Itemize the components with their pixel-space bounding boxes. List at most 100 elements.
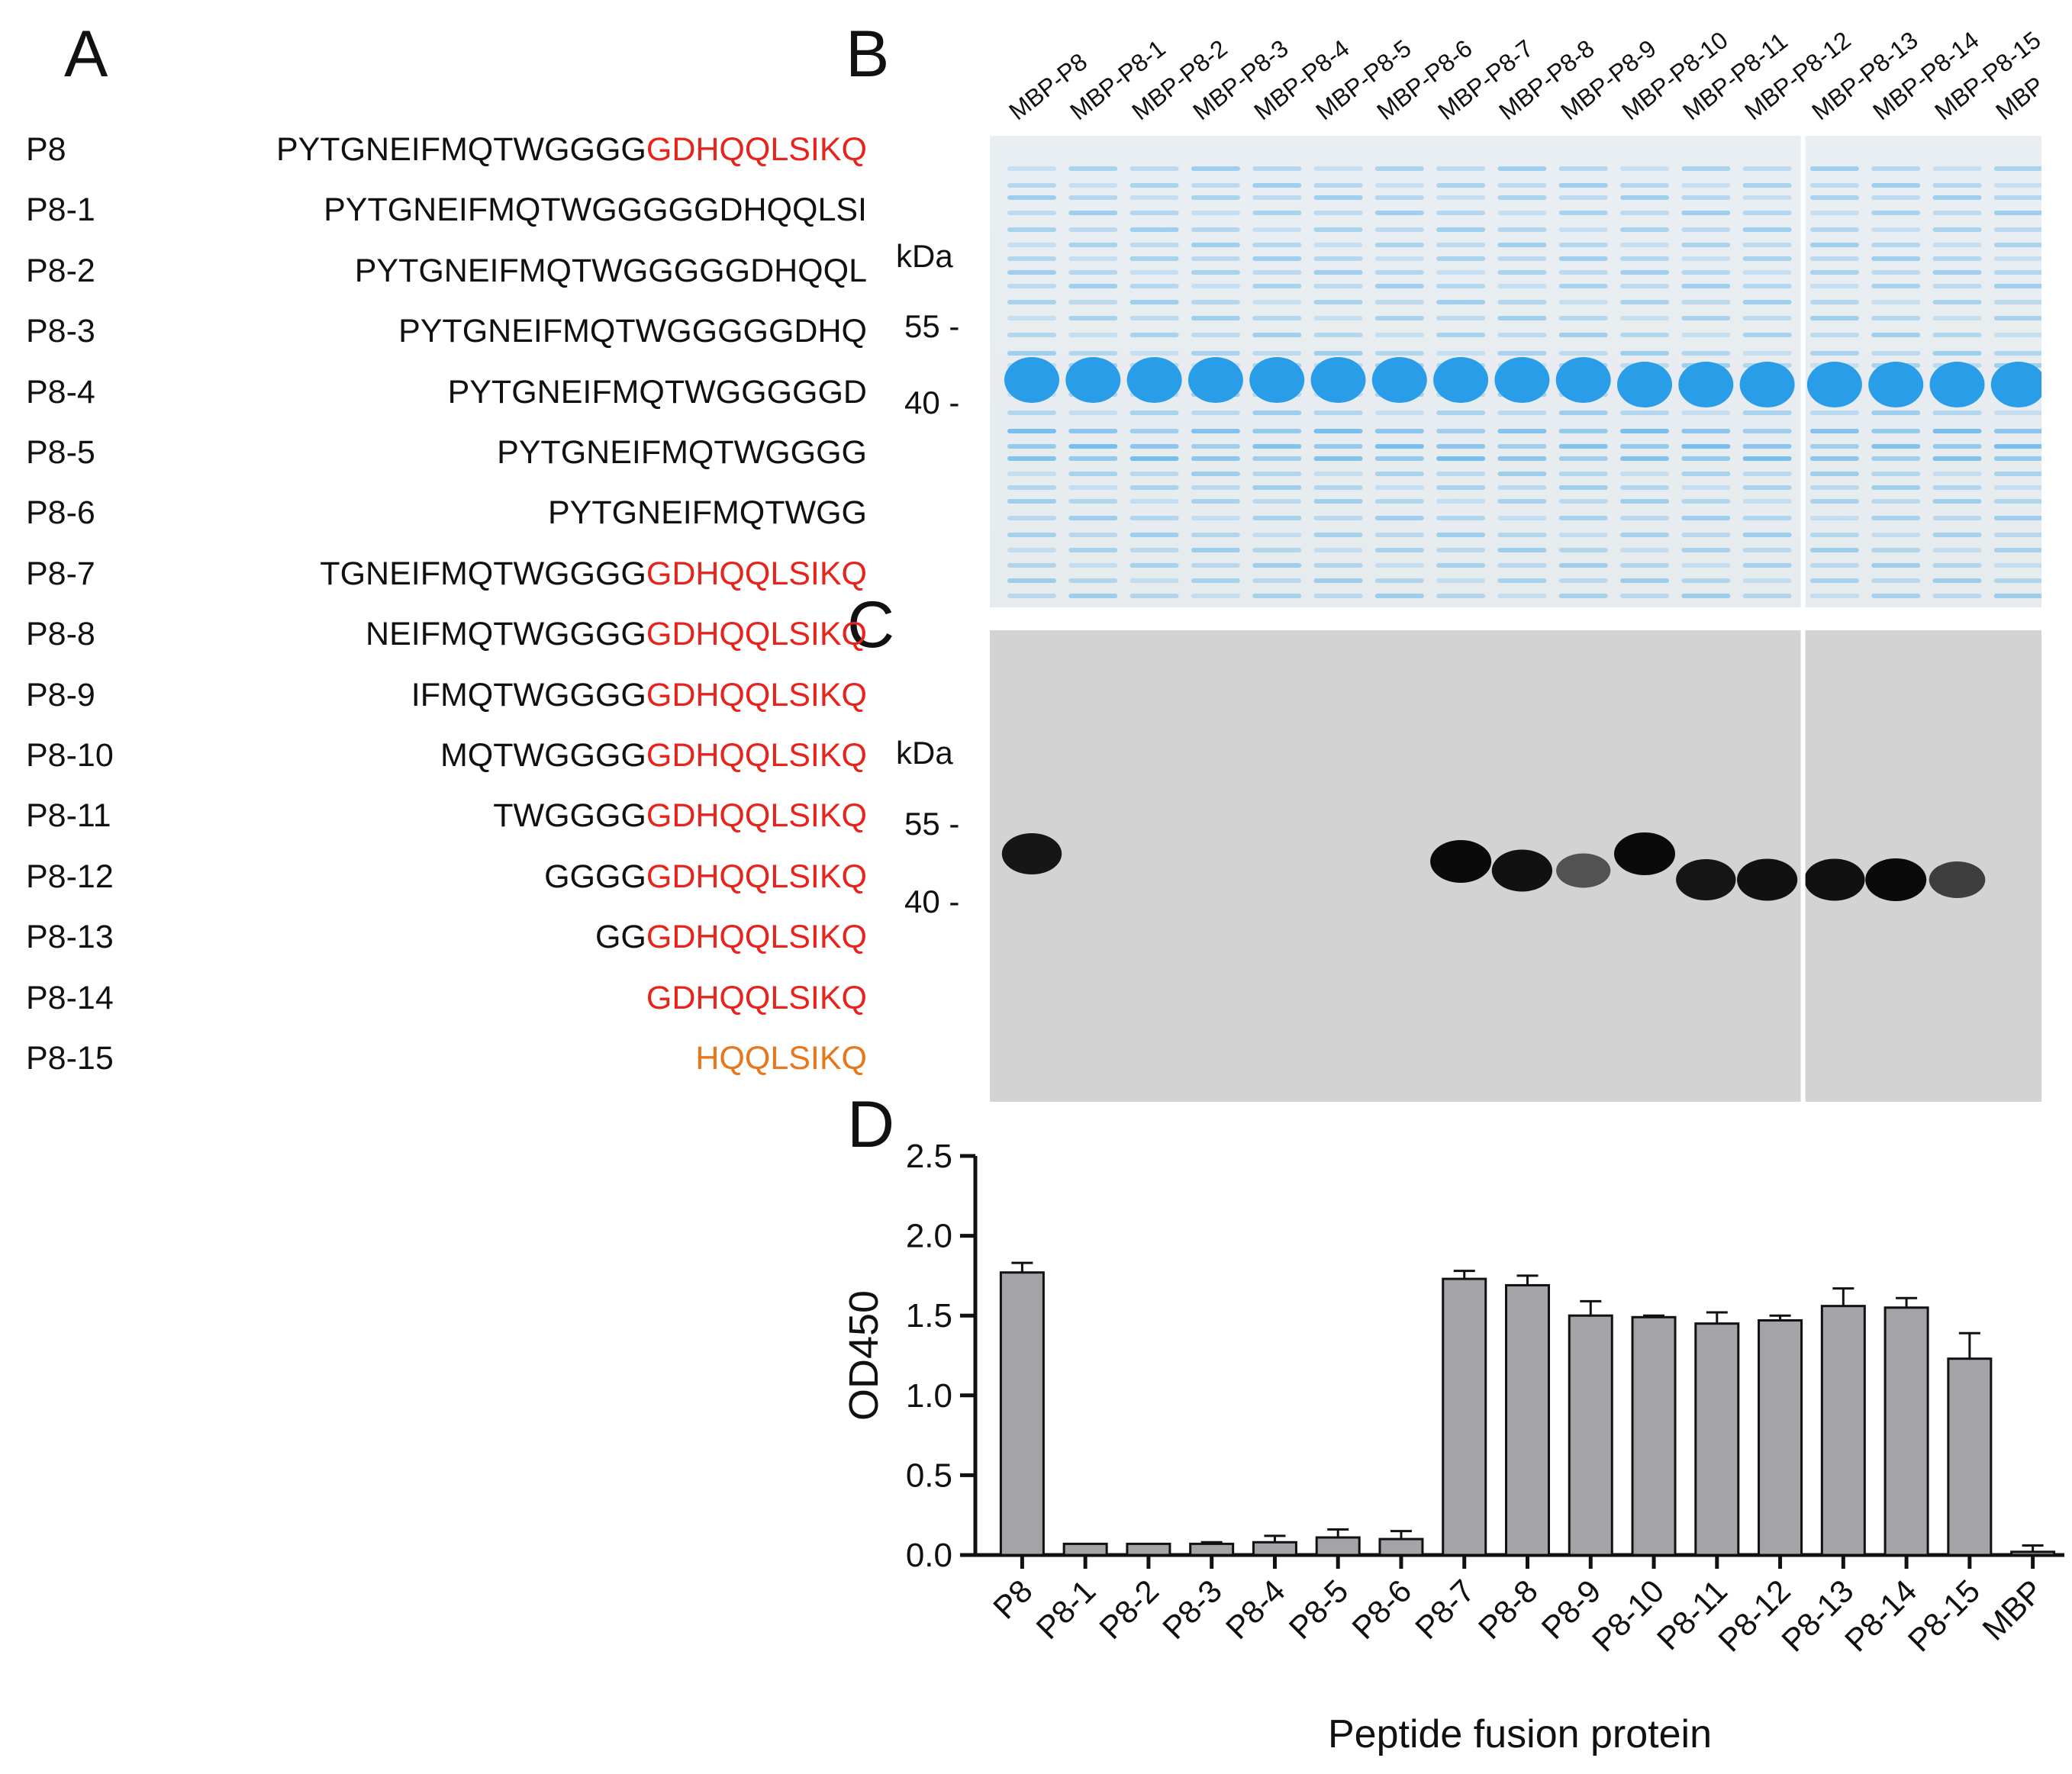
peptide-name: P8 [26, 131, 66, 168]
coomassie-minor-band [1558, 316, 1608, 320]
coomassie-minor-band [1313, 444, 1363, 449]
coomassie-minor-band [1809, 211, 1859, 215]
coomassie-minor-band [1681, 516, 1731, 520]
coomassie-main-band [1990, 362, 2041, 407]
coomassie-minor-band [1191, 351, 1240, 356]
coomassie-minor-band [1497, 227, 1547, 232]
coomassie-minor-band [1742, 548, 1792, 552]
peptide-name: P8-5 [26, 434, 95, 471]
coomassie-minor-band [1620, 410, 1669, 415]
coomassie-minor-band [1436, 594, 1486, 598]
coomassie-minor-band [1007, 351, 1056, 356]
coomassie-minor-band [1558, 429, 1608, 433]
coomassie-main-band [1187, 357, 1243, 403]
coomassie-minor-band [1436, 256, 1486, 261]
coomassie-minor-band [1068, 166, 1118, 171]
peptide-sequence: NEIFMQTWGGGGGDHQQLSIKQ [168, 611, 867, 657]
coomassie-minor-band [1497, 533, 1547, 537]
coomassie-minor-band [1191, 548, 1240, 552]
coomassie-minor-band [1252, 548, 1302, 552]
coomassie-minor-band [1191, 243, 1240, 247]
coomassie-lane [1126, 166, 1182, 598]
coomassie-minor-band [1932, 270, 1982, 275]
coomassie-minor-band [1993, 227, 2041, 232]
coomassie-minor-band [1252, 270, 1302, 275]
sequence-part-black: GG [595, 919, 646, 956]
coomassie-minor-band [1742, 183, 1792, 188]
coomassie-minor-band [1681, 533, 1731, 537]
coomassie-minor-band [1809, 270, 1859, 275]
coomassie-minor-band [1809, 351, 1859, 356]
coomassie-minor-band [1558, 195, 1608, 200]
coomassie-minor-band [1068, 533, 1118, 537]
coomassie-minor-band [1871, 183, 1921, 188]
coomassie-minor-band [1993, 429, 2041, 433]
coomassie-minor-band [1068, 594, 1118, 598]
coomassie-minor-band [1620, 548, 1669, 552]
coomassie-minor-band [1374, 516, 1424, 520]
coomassie-minor-band [1374, 594, 1424, 598]
coomassie-minor-band [1809, 333, 1859, 337]
coomassie-minor-band [1436, 243, 1486, 247]
coomassie-minor-band [1007, 211, 1056, 215]
coomassie-minor-band [1436, 270, 1486, 275]
coomassie-minor-band [1007, 300, 1056, 304]
coomassie-minor-band [1313, 284, 1363, 288]
coomassie-minor-band [1191, 578, 1240, 583]
coomassie-minor-band [1809, 300, 1859, 304]
y-tick-label: 0.5 [906, 1457, 952, 1494]
coomassie-minor-band [1932, 456, 1982, 461]
coomassie-minor-band [1497, 472, 1547, 476]
coomassie-minor-band [1681, 300, 1731, 304]
coomassie-minor-band [1374, 429, 1424, 433]
coomassie-minor-band [1374, 485, 1424, 490]
peptide-sequence: TWGGGGGDHQQLSIKQ [168, 793, 867, 839]
coomassie-minor-band [1993, 533, 2041, 537]
peptide-sequence: HQQLSIKQ [168, 1035, 867, 1081]
coomassie-minor-band [1497, 444, 1547, 449]
coomassie-minor-band [1374, 563, 1424, 568]
x-tick-label: P8-5 [1282, 1573, 1355, 1646]
coomassie-minor-band [1809, 444, 1859, 449]
gel-b-marker-40: 40 - [904, 385, 960, 420]
coomassie-minor-band [1809, 243, 1859, 247]
sequence-part-red: GDHQQLSIKQ [646, 555, 867, 592]
coomassie-minor-band [1742, 316, 1792, 320]
coomassie-minor-band [1191, 316, 1240, 320]
x-tick-label: P8-10 [1585, 1573, 1671, 1658]
coomassie-minor-band [1742, 410, 1792, 415]
western-band [1804, 858, 1865, 901]
western-band [1491, 849, 1552, 892]
coomassie-main-band [1310, 357, 1366, 403]
coomassie-minor-band [1497, 243, 1547, 247]
coomassie-minor-band [1313, 227, 1363, 232]
coomassie-minor-band [1497, 485, 1547, 490]
coomassie-minor-band [1068, 499, 1118, 504]
coomassie-minor-band [1252, 444, 1302, 449]
coomassie-minor-band [1129, 316, 1179, 320]
coomassie-minor-band [1620, 211, 1669, 215]
coomassie-minor-band [1871, 472, 1921, 476]
coomassie-minor-band [1374, 183, 1424, 188]
coomassie-minor-band [1191, 472, 1240, 476]
coomassie-minor-band [1809, 485, 1859, 490]
peptide-sequence: MQTWGGGGGDHQQLSIKQ [168, 732, 867, 778]
coomassie-minor-band [1007, 548, 1056, 552]
bar [999, 1271, 1045, 1557]
coomassie-minor-band [1191, 195, 1240, 200]
peptide-name: P8-6 [26, 494, 95, 532]
coomassie-minor-band [1558, 516, 1608, 520]
coomassie-main-band [1868, 362, 1924, 407]
x-tick-label: P8-7 [1408, 1573, 1481, 1646]
peptide-name: P8-3 [26, 313, 95, 350]
coomassie-minor-band [1374, 410, 1424, 415]
coomassie-lane [1310, 166, 1366, 598]
sequence-part-black: PYTGNEIFMQTWGGGGGDHQ [398, 313, 867, 350]
coomassie-minor-band [1497, 410, 1547, 415]
coomassie-minor-band [1681, 472, 1731, 476]
coomassie-minor-band [1252, 578, 1302, 583]
coomassie-minor-band [1993, 516, 2041, 520]
coomassie-minor-band [1129, 284, 1179, 288]
x-tick-label: P8-12 [1711, 1573, 1796, 1658]
x-tick-label: MBP [1975, 1573, 2050, 1647]
